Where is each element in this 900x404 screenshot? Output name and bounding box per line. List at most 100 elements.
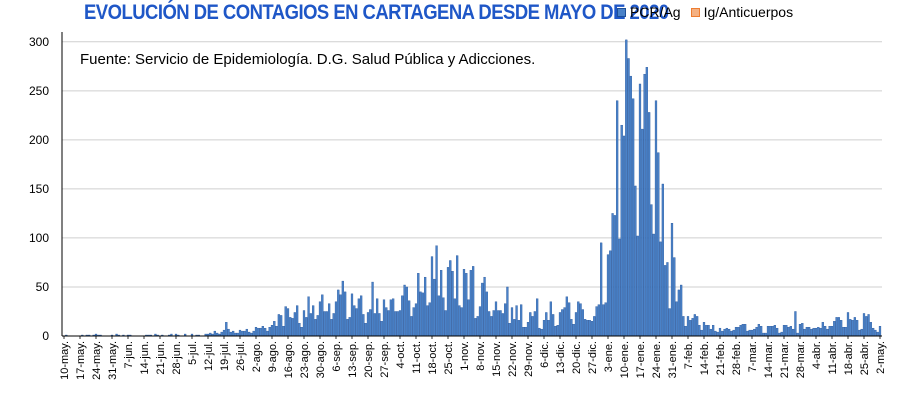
bar [565, 296, 568, 337]
bar [490, 316, 493, 337]
legend-swatch-pcr [617, 7, 626, 17]
bar [396, 311, 399, 337]
bar [577, 301, 580, 337]
bar [842, 326, 845, 337]
x-tick-label: 1-nov. [459, 341, 471, 371]
bar [858, 329, 861, 337]
bar [515, 305, 518, 337]
bar [419, 291, 422, 337]
bar [222, 329, 226, 337]
bar [300, 326, 303, 337]
x-tick-label: 10-may. [59, 341, 71, 380]
x-tick-label: 25-abr. [859, 341, 871, 375]
bar [264, 327, 267, 337]
bar [284, 306, 287, 337]
bar [629, 75, 632, 337]
x-tick-label: 20-sep. [363, 341, 375, 378]
bar [698, 325, 701, 337]
x-tick-label: 31-may. [107, 341, 119, 380]
x-tick-label: 12-jul. [203, 341, 215, 371]
x-tick-label: 17-ene. [635, 341, 647, 378]
bar [270, 325, 274, 337]
bar [785, 325, 788, 337]
bar [853, 317, 856, 337]
x-tick-label: 21-jun. [155, 341, 167, 375]
bar [485, 291, 488, 337]
bar [776, 327, 779, 337]
bar [225, 322, 228, 337]
bar [533, 311, 536, 337]
bar [819, 327, 822, 337]
bar [622, 135, 626, 337]
bar [691, 318, 694, 337]
x-tick-label: 3-ene. [603, 341, 615, 372]
bar [524, 326, 527, 337]
bar [787, 326, 790, 337]
bar [862, 313, 866, 337]
x-tick-label: 28-jun. [171, 341, 183, 375]
bar [771, 326, 774, 337]
bar [593, 316, 596, 337]
x-tick-label: 14-mar. [763, 341, 775, 378]
bar [728, 328, 731, 337]
x-tick-label: 26-jul. [235, 341, 247, 371]
x-tick-label: 10-ene. [619, 341, 631, 378]
bar [552, 314, 555, 337]
bar [526, 322, 530, 337]
legend-item-ig: Ig/Anticuerpos [690, 4, 793, 20]
bar [828, 326, 831, 337]
bar [723, 328, 726, 337]
bar [280, 315, 283, 337]
x-tick-label: 29-nov. [523, 341, 535, 377]
x-tick-label: 14-feb. [699, 341, 711, 375]
bar [812, 327, 815, 337]
bar [545, 312, 548, 337]
y-tick-label-200: 200 [29, 133, 49, 147]
bar [293, 312, 296, 337]
bar [721, 330, 724, 337]
bar [830, 326, 834, 337]
bar [506, 286, 509, 337]
bar [289, 317, 292, 337]
bar [362, 314, 365, 337]
bar [282, 326, 285, 337]
bar [803, 328, 806, 337]
bar [364, 323, 367, 337]
bar [312, 305, 315, 337]
bar [261, 326, 264, 337]
x-tick-label: 30-ago. [315, 341, 327, 378]
x-tick-label: 2-ago. [251, 341, 263, 372]
bar [686, 316, 690, 337]
bar [689, 320, 692, 337]
bar [465, 273, 468, 337]
bar [387, 310, 390, 337]
x-tick-label: 23-ago. [299, 341, 311, 378]
x-tick-label: 7-jun. [123, 341, 135, 369]
bar [321, 294, 324, 337]
bar [696, 316, 699, 337]
bar [392, 298, 395, 337]
bar [732, 329, 735, 337]
bar [508, 323, 511, 337]
bar [268, 326, 271, 337]
bar [323, 311, 326, 337]
bar [657, 152, 660, 337]
bar [481, 282, 484, 337]
bar [531, 316, 534, 337]
x-tick-label: 24-ene. [651, 341, 663, 378]
bar [408, 300, 411, 337]
bar [478, 306, 482, 337]
x-tick-label: 6-sep. [331, 341, 343, 372]
bar [833, 321, 836, 337]
bar [581, 309, 584, 337]
bar [821, 322, 824, 337]
bar [664, 265, 667, 337]
bar [357, 298, 360, 337]
bar [680, 284, 683, 337]
bar [780, 331, 783, 337]
x-tick-label: 25-oct. [443, 341, 455, 375]
bar [750, 329, 754, 337]
bar [618, 238, 621, 337]
y-tick-label-250: 250 [29, 84, 49, 98]
x-tick-label: 19-jul. [219, 341, 231, 371]
